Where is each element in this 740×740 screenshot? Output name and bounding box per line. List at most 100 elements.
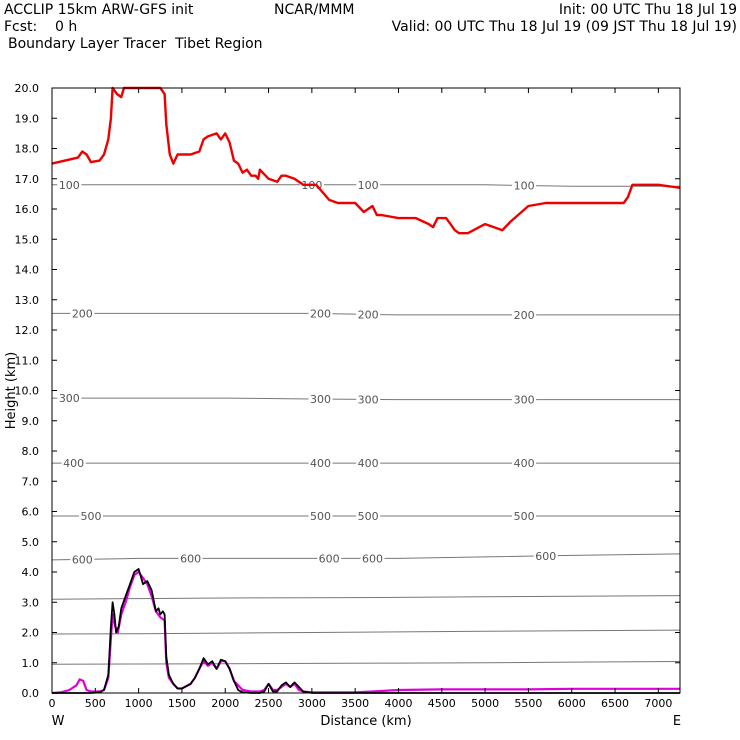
x-tick-label: 2500 bbox=[255, 697, 283, 710]
y-tick-label: 9.0 bbox=[22, 415, 40, 428]
pressure-contour-label: 400 bbox=[310, 457, 331, 470]
contour-label-background bbox=[70, 307, 95, 320]
header-organization: NCAR/MMM bbox=[274, 2, 355, 18]
contour-label-background bbox=[308, 307, 333, 320]
data-series bbox=[51, 86, 681, 695]
y-tick-label: 19.0 bbox=[15, 112, 40, 125]
pressure-contour-label: 500 bbox=[310, 510, 331, 523]
contour-label-background bbox=[512, 510, 537, 523]
pressure-contour-label: 600 bbox=[535, 550, 556, 563]
x-axis-east-label: E bbox=[673, 714, 681, 729]
y-tick-label: 7.0 bbox=[22, 475, 40, 488]
pressure-contour-label: 200 bbox=[358, 308, 379, 321]
contour-label-background bbox=[356, 393, 381, 406]
x-tick-label: 500 bbox=[85, 697, 106, 710]
x-tick-label: 3500 bbox=[341, 697, 369, 710]
pressure-contour-label: 300 bbox=[358, 393, 379, 406]
y-tick-label: 6.0 bbox=[22, 506, 40, 519]
y-tick-label: 11.0 bbox=[15, 354, 40, 367]
header-title: ACCLIP 15km ARW-GFS init bbox=[4, 2, 194, 18]
contour-label-background bbox=[308, 393, 333, 406]
pressure-contour-label: 600 bbox=[362, 552, 383, 565]
header-init-time: Init: 00 UTC Thu 18 Jul 19 bbox=[558, 2, 737, 18]
pressure-contour-label: 300 bbox=[514, 394, 535, 407]
y-tick-label: 8.0 bbox=[22, 445, 40, 458]
x-tick-label: 7000 bbox=[644, 697, 672, 710]
pressure-contour-label: 400 bbox=[63, 457, 84, 470]
pressure-contour-label: 500 bbox=[80, 510, 101, 523]
contour-label-background bbox=[512, 179, 537, 192]
pressure-contour-label: 500 bbox=[358, 510, 379, 523]
x-axis-label: Distance (km) bbox=[320, 714, 411, 729]
contour-label-background bbox=[512, 308, 537, 321]
header-valid-time: Valid: 00 UTC Thu 18 Jul 19 (09 JST Thu … bbox=[391, 19, 737, 35]
terrain-series-line bbox=[52, 568, 680, 694]
y-tick-label: 20.0 bbox=[15, 82, 40, 95]
contour-label-background bbox=[57, 392, 82, 405]
pressure-contour-line bbox=[52, 312, 680, 316]
y-tick-label: 10.0 bbox=[15, 385, 40, 398]
pressure-contour-line bbox=[52, 397, 680, 401]
pressure-contour-label: 600 bbox=[319, 552, 340, 565]
pressure-contour-label: 100 bbox=[514, 179, 535, 192]
x-tick-label: 3000 bbox=[298, 697, 326, 710]
pressure-contour-label: 400 bbox=[358, 457, 379, 470]
contour-label-background bbox=[78, 510, 103, 523]
x-tick-label: 0 bbox=[49, 697, 56, 710]
pressure-contour-label: 200 bbox=[310, 308, 331, 321]
contour-label-background bbox=[512, 457, 537, 470]
contour-label-background bbox=[356, 178, 381, 191]
pressure-contour-label: 100 bbox=[358, 179, 379, 192]
y-tick-label: 15.0 bbox=[15, 233, 40, 246]
contour-label-background bbox=[178, 552, 203, 565]
contour-label-background bbox=[308, 457, 333, 470]
pressure-contour-label: 400 bbox=[514, 457, 535, 470]
pressure-contour-label: 300 bbox=[310, 393, 331, 406]
x-axis-west-label: W bbox=[52, 714, 65, 729]
contour-label-background bbox=[57, 178, 82, 191]
x-tick-label: 2000 bbox=[211, 697, 239, 710]
contour-label-background bbox=[533, 549, 558, 562]
pressure-contour-label: 100 bbox=[59, 179, 80, 192]
x-tick-label: 5000 bbox=[471, 697, 499, 710]
y-tick-label: 0.0 bbox=[22, 687, 40, 700]
x-tick-label: 5500 bbox=[514, 697, 542, 710]
y-tick-label: 14.0 bbox=[15, 264, 40, 277]
pressure-contour-label: 300 bbox=[59, 392, 80, 405]
y-tick-label: 1.0 bbox=[22, 657, 40, 670]
pressure-contour-label: 600 bbox=[72, 553, 93, 566]
y-tick-label: 18.0 bbox=[15, 143, 40, 156]
tropopause-series-line bbox=[51, 86, 681, 235]
x-tick-label: 1500 bbox=[168, 697, 196, 710]
contour-label-background bbox=[360, 552, 385, 565]
y-tick-label: 5.0 bbox=[22, 536, 40, 549]
header-forecast-hour: Fcst: 0 h bbox=[4, 19, 78, 35]
x-tick-label: 6500 bbox=[601, 697, 629, 710]
y-tick-label: 13.0 bbox=[15, 294, 40, 307]
y-axis-label: Height (km) bbox=[4, 352, 19, 429]
y-tick-label: 16.0 bbox=[15, 203, 40, 216]
contour-label-background bbox=[308, 510, 333, 523]
pressure-contour-line bbox=[51, 629, 681, 635]
pressure-contour-label: 200 bbox=[72, 307, 93, 320]
x-tick-label: 1000 bbox=[125, 697, 153, 710]
pressure-contour-label: 500 bbox=[514, 510, 535, 523]
y-tick-label: 12.0 bbox=[15, 324, 40, 337]
pressure-contour-label: 600 bbox=[180, 552, 201, 565]
contour-label-background bbox=[356, 457, 381, 470]
contour-label-background bbox=[70, 553, 95, 566]
pressure-contour-label: 200 bbox=[514, 309, 535, 322]
pressure-contour-line bbox=[51, 595, 681, 600]
contour-label-background bbox=[356, 510, 381, 523]
contour-label-background bbox=[512, 393, 537, 406]
y-tick-label: 4.0 bbox=[22, 566, 40, 579]
header-field-description: Boundary Layer Tracer Tibet Region bbox=[8, 36, 263, 52]
contour-label-background bbox=[317, 552, 342, 565]
x-tick-label: 6000 bbox=[558, 697, 586, 710]
axes: 0.0 1.0 2.0 3.0 4.0 5.0 6.0 7.0 8.0 9.0 10.0 11.0 12… bbox=[15, 82, 680, 710]
pressure-contour-line bbox=[51, 661, 681, 665]
y-tick-label: 17.0 bbox=[15, 173, 40, 186]
y-tick-label: 3.0 bbox=[22, 596, 40, 609]
